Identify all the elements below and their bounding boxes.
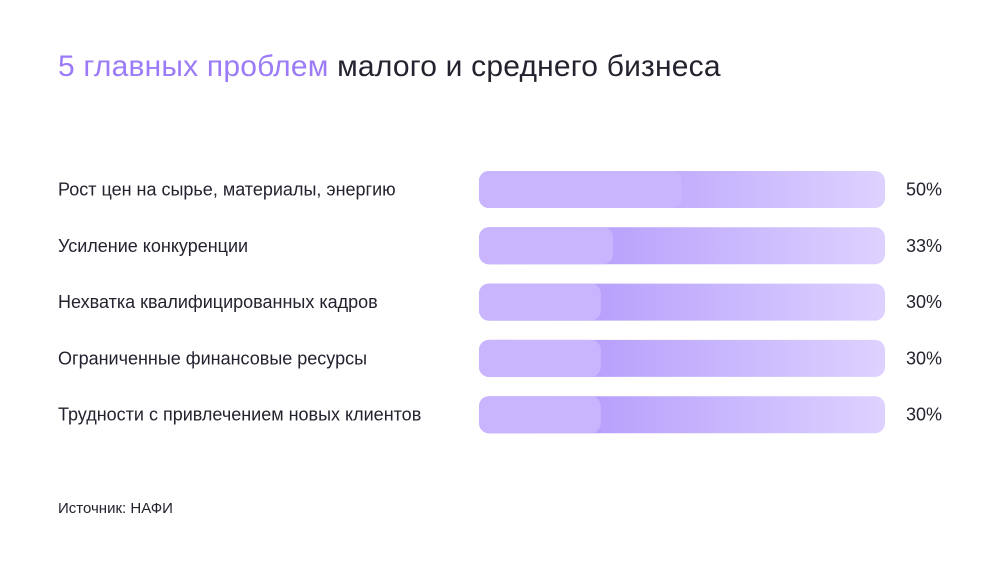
bar-row: Трудности с привлечением новых клиентов 3… <box>58 396 942 434</box>
chart-title-accent: 5 главных проблем <box>58 50 329 83</box>
value-label: 33% <box>906 236 942 256</box>
bar <box>479 283 601 321</box>
bar <box>479 339 601 377</box>
bar <box>479 396 601 434</box>
category-label: Рост цен на сырье, материалы, энергию <box>58 180 396 200</box>
bar <box>479 227 613 265</box>
bar-row: Ограниченные финансовые ресурсы 30% <box>58 339 942 377</box>
source-note: Источник: НАФИ <box>58 500 173 517</box>
value-label: 30% <box>906 348 942 368</box>
category-label: Ограниченные финансовые ресурсы <box>58 348 367 368</box>
bar-row: Нехватка квалифицированных кадров 30% <box>58 283 942 321</box>
bar-row: Рост цен на сырье, материалы, энергию 50% <box>58 171 942 208</box>
bar <box>479 171 682 208</box>
category-label: Нехватка квалифицированных кадров <box>58 292 378 312</box>
category-label: Усиление конкуренции <box>58 236 248 256</box>
value-label: 50% <box>906 180 942 200</box>
value-label: 30% <box>906 292 942 312</box>
value-label: 30% <box>906 405 942 425</box>
bar-row: Усиление конкуренции 33% <box>58 227 942 265</box>
chart-title: 5 главных проблем малого и среднего бизн… <box>58 50 721 84</box>
chart-title-rest: малого и среднего бизнеса <box>337 50 721 83</box>
category-label: Трудности с привлечением новых клиентов <box>58 405 421 425</box>
